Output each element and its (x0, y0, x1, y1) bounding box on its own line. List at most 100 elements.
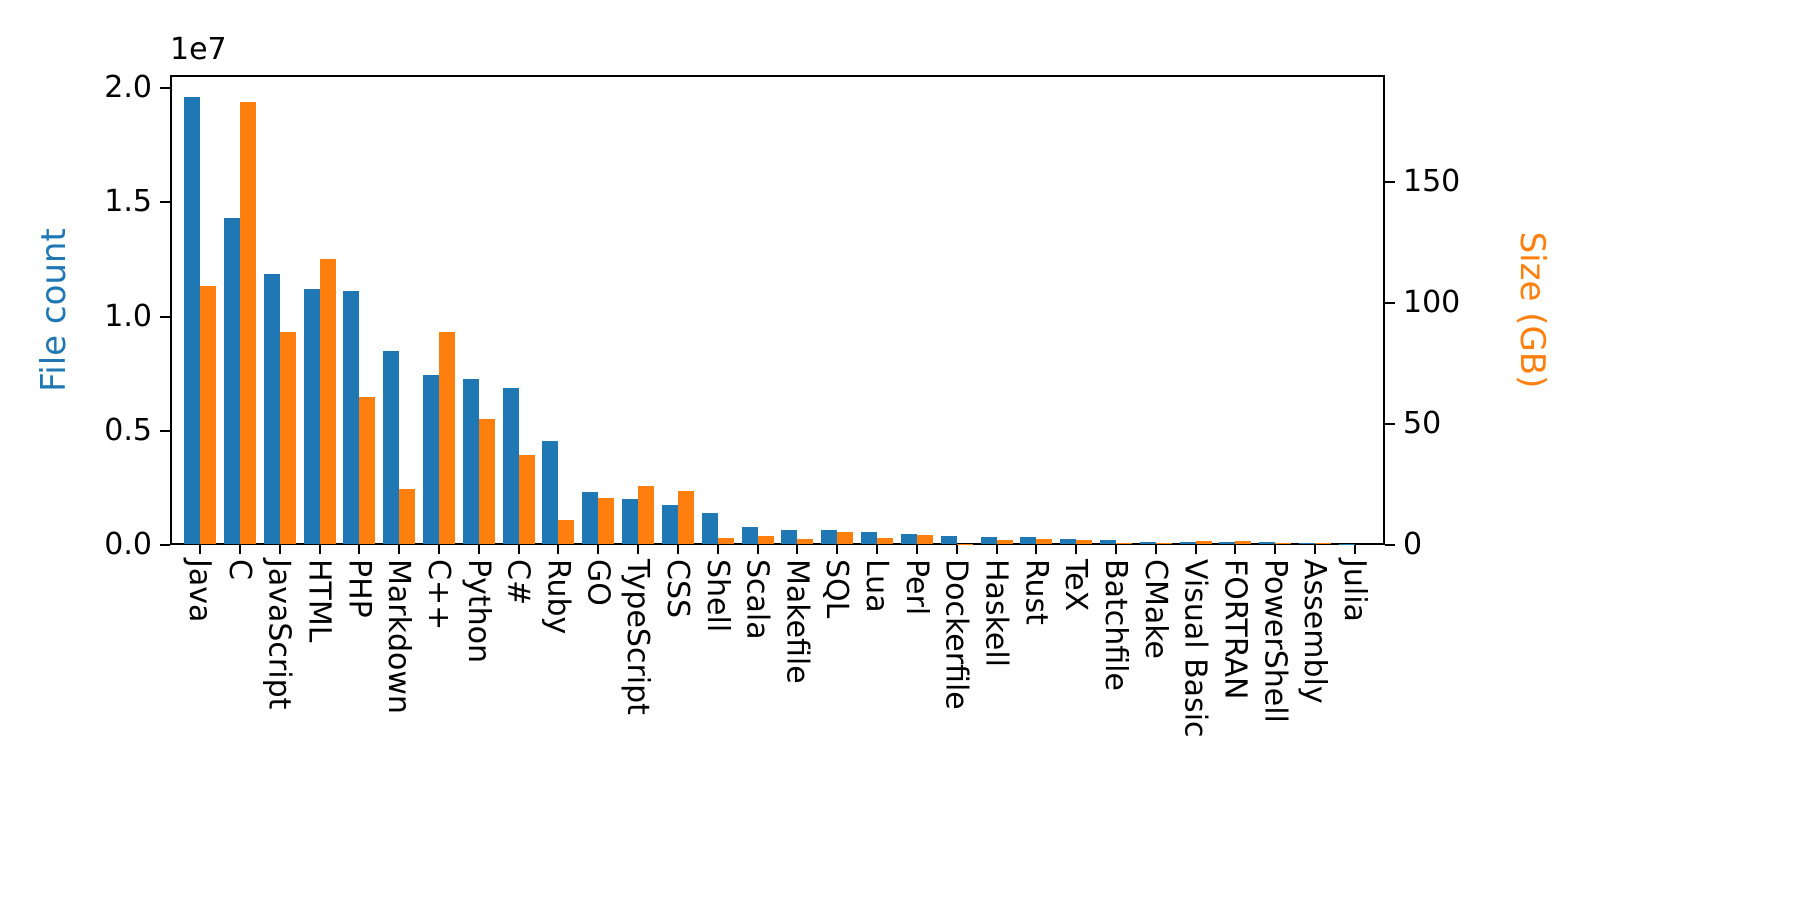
x-axis-tick (915, 545, 918, 554)
x-tick-label: JavaScript (261, 559, 297, 710)
x-axis-tick (358, 545, 361, 554)
bar-file-count (184, 97, 201, 544)
bar-size-gb (598, 497, 615, 544)
bar-file-count (821, 530, 838, 544)
bar-file-count (980, 537, 997, 544)
left-axis-tick (160, 544, 170, 546)
left-axis-tick-label: 1.5 (104, 184, 152, 220)
x-tick-label: TeX (1058, 559, 1094, 612)
x-axis-tick (477, 545, 480, 554)
x-axis-tick (995, 545, 998, 554)
x-axis-tick (876, 545, 879, 554)
x-axis-tick (1274, 545, 1277, 554)
x-tick-label: C++ (420, 559, 456, 631)
left-axis-tick (160, 429, 170, 432)
bar-size-gb (239, 102, 256, 544)
x-tick-label: CSS (659, 559, 695, 619)
x-tick-label: GO (580, 559, 616, 606)
bar-size-gb (319, 259, 336, 544)
bar-file-count (861, 532, 878, 544)
x-axis-tick (557, 545, 560, 554)
x-tick-label: Lua (859, 559, 895, 613)
x-axis-tick (398, 545, 401, 554)
right-axis-tick (1385, 301, 1395, 304)
bar-file-count (502, 388, 519, 544)
bar-size-gb (1155, 543, 1172, 544)
right-axis-tick (1385, 180, 1395, 183)
left-axis-tick (160, 315, 170, 318)
bar-size-gb (200, 286, 217, 544)
bar-size-gb (877, 538, 894, 544)
x-tick-label: Assembly (1297, 559, 1333, 704)
x-axis-tick (756, 545, 759, 554)
bar-file-count (1179, 542, 1196, 544)
x-tick-label: SQL (819, 559, 855, 619)
x-tick-label: Julia (1336, 559, 1372, 622)
bar-file-count (343, 291, 360, 544)
bar-file-count (1060, 539, 1077, 544)
x-axis-tick (955, 545, 958, 554)
x-axis-tick (836, 545, 839, 554)
x-axis-tick (1115, 545, 1118, 554)
bar-size-gb (1195, 540, 1212, 544)
x-axis-tick (1075, 545, 1078, 554)
bar-size-gb (518, 455, 535, 544)
right-axis-tick-label: 0 (1403, 527, 1423, 562)
x-axis-tick (796, 545, 799, 554)
x-axis-tick (716, 545, 719, 554)
bar-file-count (1299, 543, 1316, 544)
bar-size-gb (1116, 543, 1133, 544)
bar-size-gb (1235, 541, 1252, 544)
x-tick-label: Makefile (779, 559, 815, 684)
bar-size-gb (638, 485, 655, 544)
x-axis-tick (278, 545, 281, 554)
bar-file-count (223, 218, 240, 544)
bar-size-gb (996, 540, 1013, 544)
bar-size-gb (1315, 543, 1332, 544)
bar-file-count (1139, 541, 1156, 544)
bar-size-gb (438, 332, 455, 544)
right-axis-tick-label: 50 (1403, 405, 1442, 441)
x-axis-tick (676, 545, 679, 554)
x-axis-tick (517, 545, 520, 554)
bar-file-count (1219, 542, 1236, 544)
x-tick-label: Python (460, 559, 496, 663)
right-axis-tick (1385, 422, 1395, 425)
x-tick-label: Batchfile (1098, 559, 1134, 691)
x-tick-label: Shell (699, 559, 735, 633)
bar-file-count (781, 530, 798, 544)
left-axis-tick-label: 0.0 (104, 527, 152, 562)
x-axis-tick (1035, 545, 1038, 554)
x-tick-label: FORTRAN (1217, 559, 1253, 700)
x-tick-label: C (221, 559, 257, 580)
left-axis-title: File count (34, 228, 74, 392)
x-axis-tick (199, 545, 202, 554)
bar-size-gb (1076, 539, 1093, 544)
x-axis-tick (597, 545, 600, 554)
right-axis-tick (1385, 544, 1395, 546)
x-axis-tick (1234, 545, 1237, 554)
bar-size-gb (399, 489, 416, 544)
bar-file-count (622, 499, 639, 544)
x-tick-label: Java (182, 559, 218, 623)
bar-file-count (900, 533, 917, 544)
x-tick-label: Rust (1018, 559, 1054, 625)
x-axis-tick (1194, 545, 1197, 554)
x-axis-tick (238, 545, 241, 554)
bar-file-count (542, 441, 559, 544)
bar-size-gb (478, 419, 495, 544)
x-tick-label: CMake (1137, 559, 1173, 659)
x-tick-label: Visual Basic (1177, 559, 1213, 738)
bar-size-gb (757, 536, 774, 544)
left-axis-tick-label: 0.5 (104, 412, 152, 448)
bar-size-gb (1275, 543, 1292, 544)
bar-file-count (1020, 537, 1037, 544)
bar-file-count (422, 374, 439, 544)
bar-file-count (1259, 542, 1276, 544)
x-tick-label: PHP (341, 559, 377, 618)
bar-file-count (383, 350, 400, 544)
x-axis-tick (637, 545, 640, 554)
bar-size-gb (558, 519, 575, 544)
x-axis-tick (318, 545, 321, 554)
